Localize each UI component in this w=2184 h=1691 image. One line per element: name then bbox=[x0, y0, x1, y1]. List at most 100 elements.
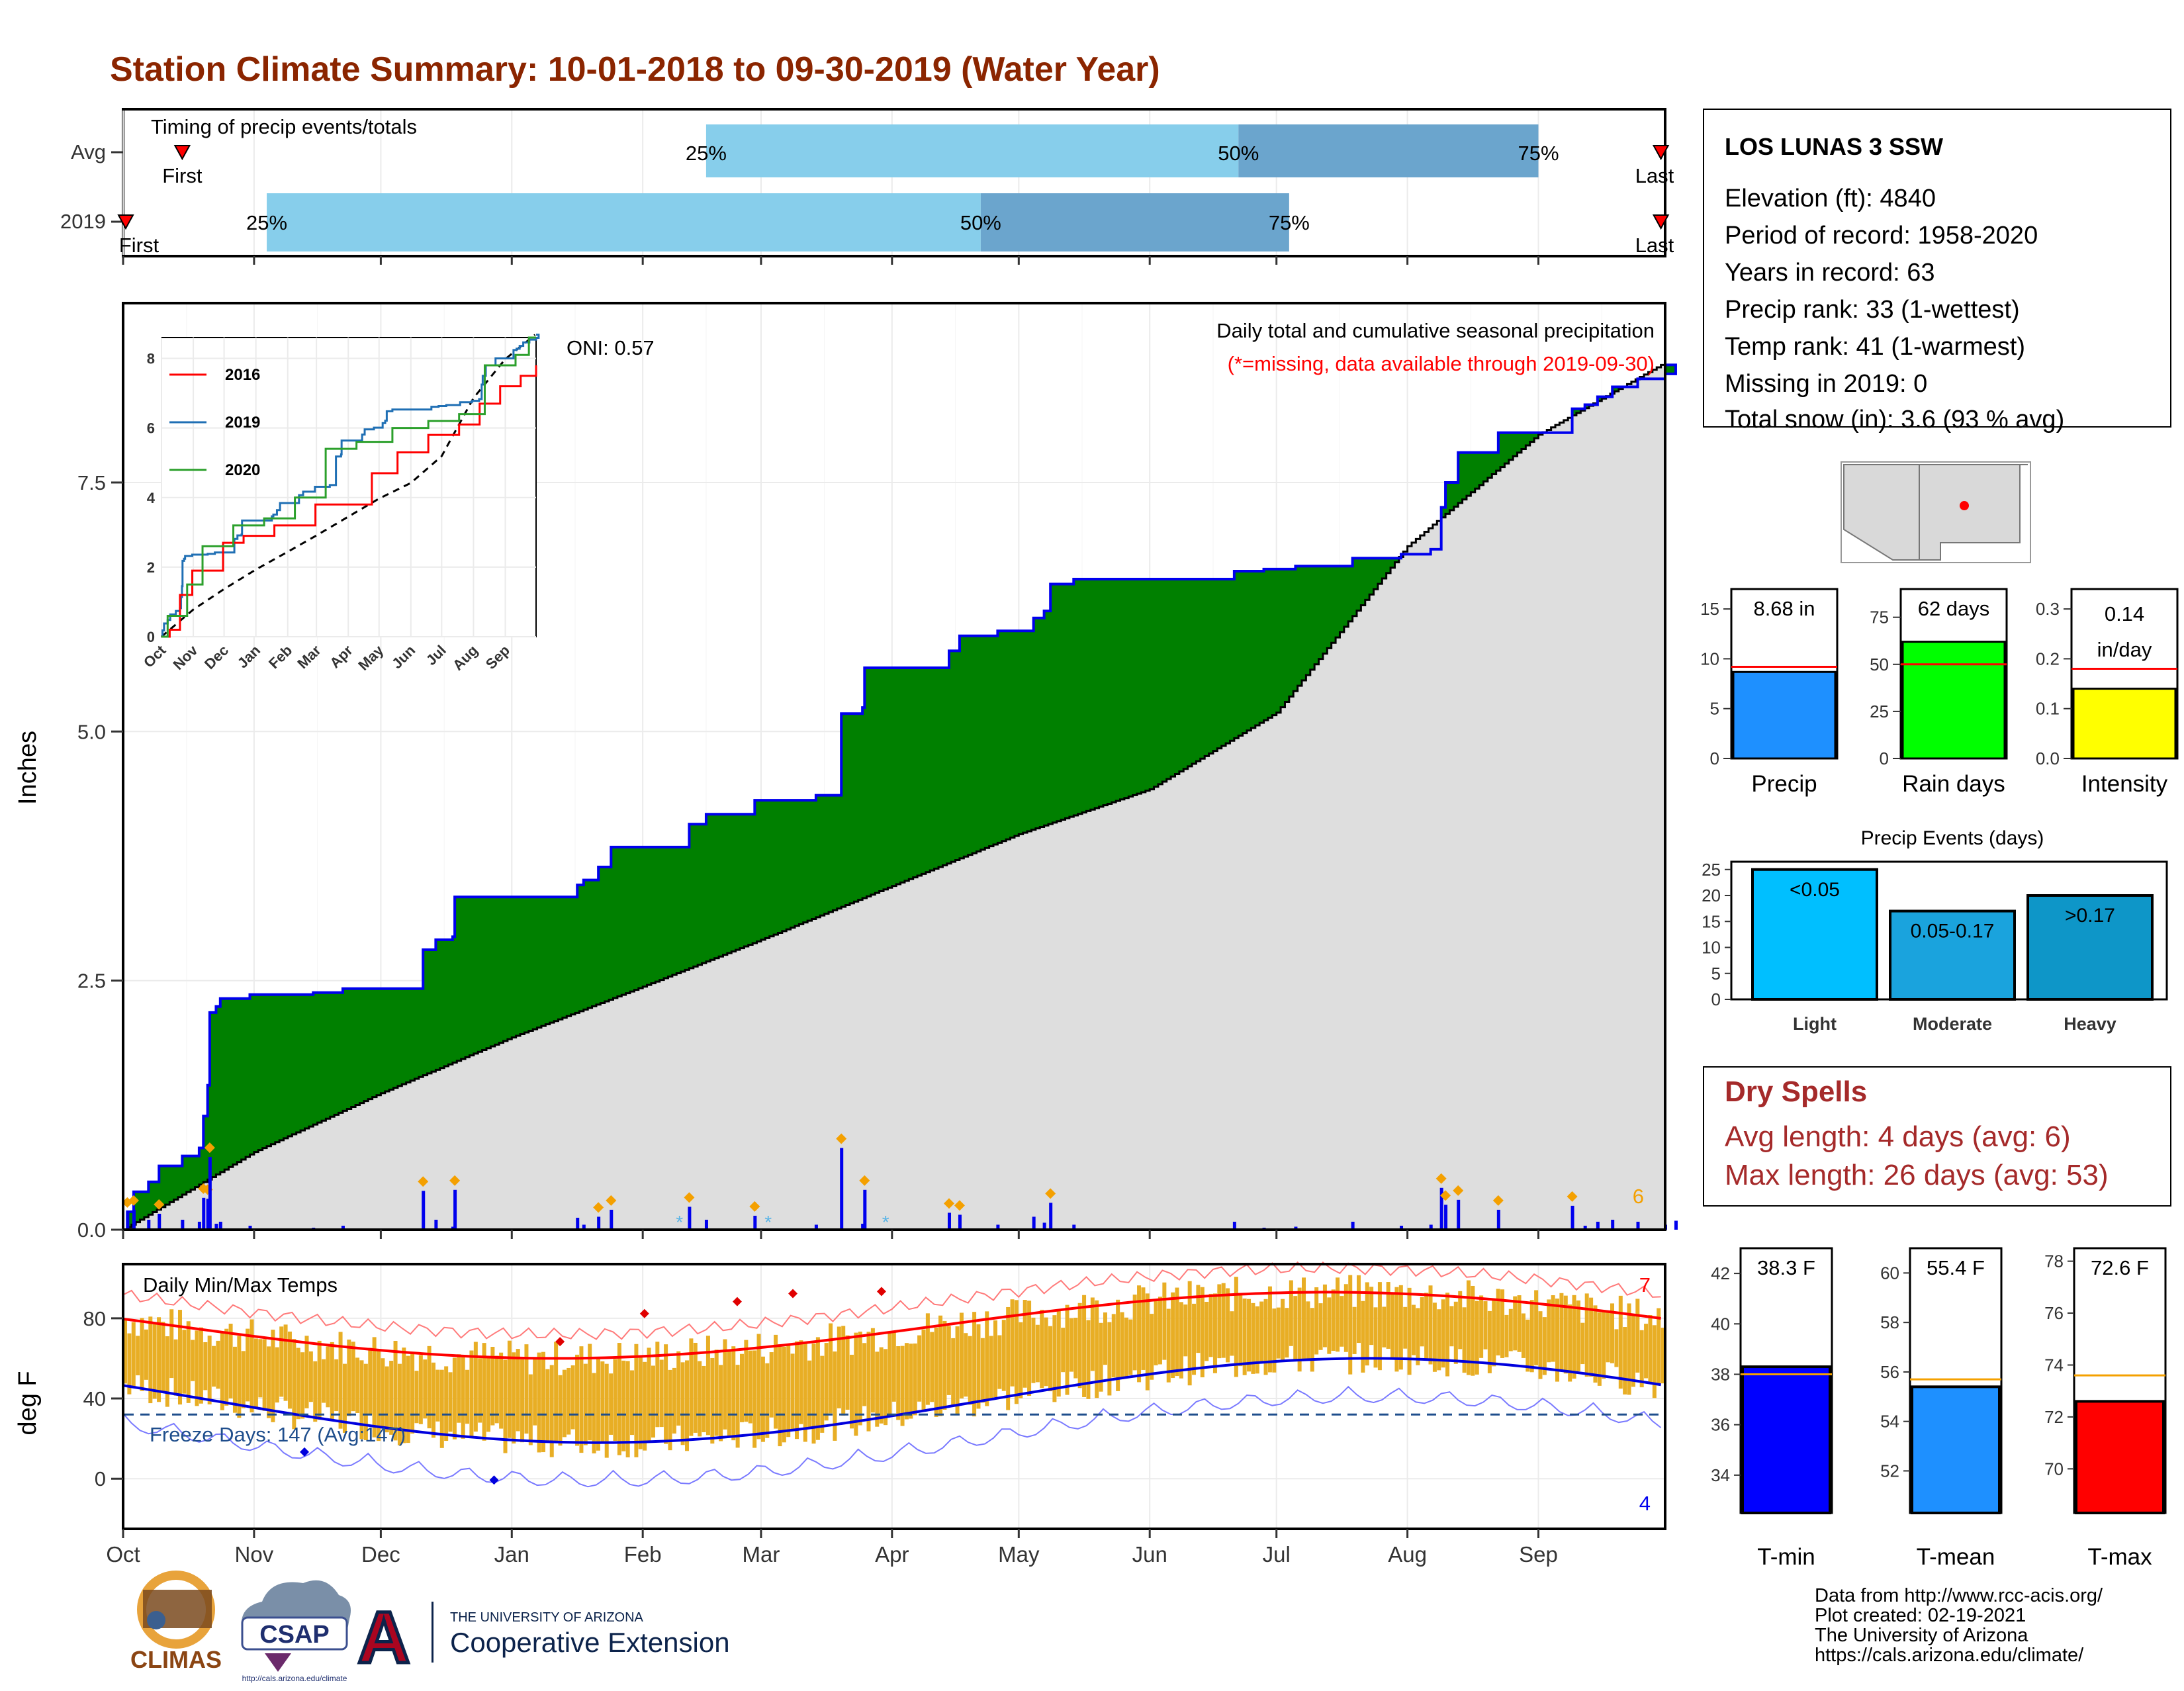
timing-p75-label: 75% bbox=[1269, 211, 1310, 234]
daily-temp-bar bbox=[1416, 1308, 1420, 1365]
daily-precip-bar bbox=[206, 1199, 210, 1230]
daily-precip-bar bbox=[341, 1225, 345, 1230]
daily-temp-bar bbox=[1276, 1307, 1281, 1359]
daily-temp-bar bbox=[1340, 1296, 1344, 1347]
daily-temp-bar bbox=[1529, 1300, 1534, 1373]
daily-precip-bar bbox=[147, 1219, 151, 1230]
inset-line-2016 bbox=[161, 365, 537, 638]
dry-spells-max: Max length: 26 days (avg: 53) bbox=[1725, 1159, 2109, 1191]
daily-temp-bar bbox=[1593, 1305, 1598, 1383]
month-label: Jan bbox=[494, 1542, 529, 1567]
daily-temp-bar bbox=[1073, 1317, 1078, 1379]
daily-temp-bar bbox=[377, 1349, 381, 1441]
daily-temp-bar bbox=[647, 1348, 651, 1442]
daily-temp-bar bbox=[1010, 1299, 1015, 1387]
daily-temp-bar bbox=[786, 1345, 791, 1438]
daily-temp-bar bbox=[1589, 1297, 1594, 1377]
daily-temp-bar bbox=[815, 1337, 820, 1440]
record-high-line bbox=[122, 1261, 1661, 1340]
daily-temp-bar bbox=[520, 1357, 525, 1443]
daily-temp-bar bbox=[1610, 1303, 1615, 1363]
daily-temp-bar bbox=[1597, 1312, 1602, 1386]
daily-temp-bar bbox=[752, 1350, 757, 1448]
daily-temp-bar bbox=[710, 1357, 715, 1444]
daily-temp-bar bbox=[427, 1346, 432, 1429]
daily-temp-bar bbox=[1196, 1285, 1201, 1353]
daily-precip-bar bbox=[1611, 1219, 1615, 1230]
daily-temp-bar bbox=[326, 1346, 330, 1408]
daily-temp-bar bbox=[207, 1336, 212, 1404]
daily-temp-bar bbox=[1027, 1301, 1032, 1396]
mini-bar-category-label: Rain days bbox=[1902, 771, 2005, 797]
daily-temp-bar bbox=[782, 1346, 786, 1443]
daily-precip-bar bbox=[863, 1189, 867, 1230]
daily-temp-bar bbox=[1150, 1314, 1154, 1380]
temp-high-count: 7 bbox=[1639, 1273, 1651, 1297]
record-day-marker bbox=[1045, 1188, 1056, 1199]
record-day-marker bbox=[943, 1198, 954, 1209]
timing-p25-label: 25% bbox=[246, 211, 287, 234]
daily-temp-bar bbox=[1065, 1304, 1069, 1395]
daily-temp-bar bbox=[634, 1344, 639, 1457]
daily-temp-bar bbox=[1019, 1322, 1023, 1398]
record-day-marker bbox=[836, 1133, 847, 1144]
daily-temp-bar bbox=[1369, 1287, 1374, 1346]
daily-temp-bar bbox=[1348, 1275, 1353, 1375]
daily-temp-bar bbox=[262, 1339, 267, 1411]
temp-bar-tick-label: 72 bbox=[2044, 1407, 2064, 1427]
temp-bar-tick-label: 52 bbox=[1880, 1461, 1899, 1481]
daily-temp-bar bbox=[1504, 1314, 1509, 1357]
daily-temp-bar bbox=[402, 1348, 406, 1443]
mini-bar-value-label: 0.14 bbox=[2105, 602, 2144, 625]
events-bar bbox=[1751, 868, 1878, 1001]
daily-temp-bar bbox=[237, 1336, 242, 1418]
daily-temp-bar bbox=[148, 1316, 153, 1404]
daily-temp-bar bbox=[448, 1372, 453, 1432]
daily-temp-bar bbox=[1006, 1306, 1011, 1410]
daily-temp-bar bbox=[1635, 1299, 1640, 1373]
daily-temp-bar bbox=[558, 1375, 563, 1446]
events-bar-label: <0.05 bbox=[1790, 879, 1840, 901]
record-day-marker bbox=[1453, 1185, 1464, 1196]
daily-temp-bar bbox=[1525, 1319, 1530, 1372]
daily-temp-bar bbox=[322, 1359, 326, 1403]
daily-temp-bar bbox=[1487, 1310, 1492, 1373]
daily-temp-bar bbox=[829, 1323, 833, 1414]
precip-panel-label: Daily total and cumulative seasonal prec… bbox=[1216, 319, 1655, 342]
daily-precip-bar bbox=[1636, 1221, 1640, 1230]
uofa-block-a: A bbox=[357, 1597, 410, 1678]
daily-temp-bar bbox=[993, 1320, 998, 1398]
daily-temp-bar bbox=[1377, 1282, 1382, 1371]
events-tick-label: 5 bbox=[1711, 964, 1721, 983]
daily-temp-bar bbox=[588, 1344, 592, 1441]
daily-temp-bar bbox=[567, 1367, 571, 1435]
daily-temp-bar bbox=[342, 1363, 347, 1433]
record-high-marker bbox=[876, 1287, 886, 1297]
daily-precip-bar bbox=[814, 1224, 818, 1230]
events-category-label: Heavy bbox=[2064, 1014, 2116, 1034]
mini-bar-value-unit: in/day bbox=[2097, 638, 2152, 661]
daily-temp-bar bbox=[1171, 1292, 1175, 1379]
daily-temp-bar bbox=[1606, 1312, 1610, 1363]
record-day-marker bbox=[449, 1175, 461, 1186]
daily-temp-bar bbox=[1297, 1287, 1302, 1372]
daily-temp-bar bbox=[1462, 1307, 1467, 1373]
timing-bar-50-75 bbox=[1238, 124, 1539, 177]
inset-legend-label: 2019 bbox=[225, 414, 260, 432]
daily-temp-bar bbox=[528, 1374, 533, 1445]
daily-precip-bar bbox=[996, 1224, 1000, 1230]
csap-logo: CSAP http://cals.arizona.edu/climate bbox=[241, 1580, 351, 1683]
daily-temp-bar bbox=[1035, 1324, 1040, 1383]
inset-y-tick-label: 6 bbox=[147, 420, 155, 437]
daily-temp-bar bbox=[1466, 1280, 1471, 1375]
daily-precip-bar bbox=[1444, 1205, 1448, 1230]
station-period: Period of record: 1958-2020 bbox=[1725, 222, 2038, 250]
daily-temp-bar bbox=[1082, 1295, 1087, 1397]
daily-temp-bar bbox=[997, 1335, 1002, 1389]
precip-y-tick-label: 7.5 bbox=[77, 471, 106, 494]
daily-precip-bar bbox=[248, 1225, 252, 1230]
mini-bar-category-label: Intensity bbox=[2081, 771, 2168, 797]
daily-temp-bar bbox=[884, 1349, 888, 1426]
daily-precip-bar bbox=[1674, 1220, 1678, 1230]
